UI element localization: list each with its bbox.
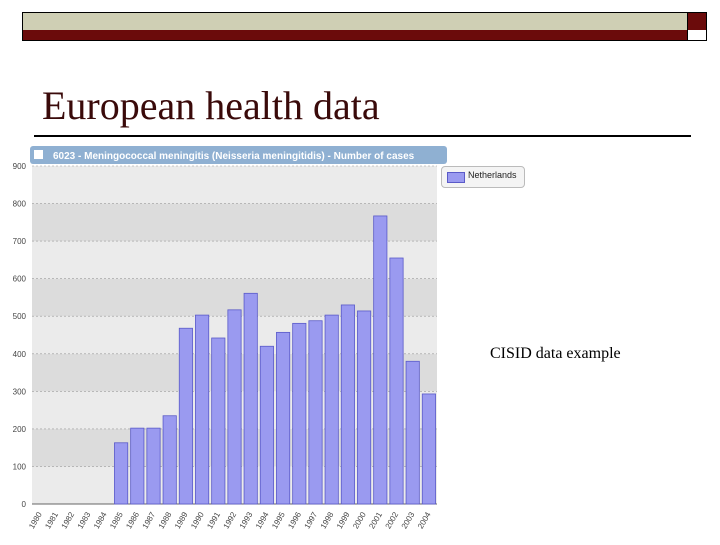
y-tick-label: 300 (13, 387, 27, 396)
x-tick-label: 1987 (141, 510, 158, 530)
x-tick-label: 2004 (416, 510, 433, 530)
bar[interactable] (357, 310, 372, 505)
x-tick-label: 2003 (400, 510, 417, 530)
chart-header-icon (34, 150, 43, 159)
bar[interactable] (227, 309, 242, 505)
y-tick-label: 0 (22, 500, 27, 509)
bar[interactable] (130, 427, 145, 505)
x-tick-label: 1989 (173, 510, 190, 530)
bar[interactable] (195, 314, 210, 505)
x-tick-label: 1998 (319, 510, 336, 530)
x-tick-label: 2002 (384, 510, 401, 530)
y-tick-label: 900 (13, 162, 27, 171)
y-tick-label: 600 (13, 275, 27, 284)
y-tick-label: 500 (13, 312, 27, 321)
x-tick-label: 1990 (189, 510, 206, 530)
x-tick-label: 1985 (108, 510, 125, 530)
bars (114, 215, 436, 505)
chart-header (30, 146, 447, 164)
x-tick-label: 1992 (222, 510, 239, 530)
chart-title: 6023 - Meningococcal meningitis (Neisser… (53, 151, 415, 162)
x-tick-label: 1999 (335, 510, 352, 530)
bar[interactable] (389, 257, 404, 505)
bar[interactable] (276, 331, 291, 505)
x-tick-label: 1981 (43, 510, 60, 530)
bar[interactable] (292, 322, 307, 505)
x-tick-label: 1983 (76, 510, 93, 530)
x-tick-label: 1995 (270, 510, 287, 530)
bar[interactable] (405, 360, 420, 505)
chart-band (32, 166, 437, 204)
bar[interactable] (324, 314, 339, 505)
slide-header-bar (22, 12, 688, 32)
chart-band (32, 241, 437, 279)
slide-caption: CISID data example (490, 345, 621, 362)
chart-band (32, 203, 437, 242)
bar[interactable] (178, 327, 193, 505)
x-tick-label: 1982 (60, 510, 77, 530)
x-tick-label: 1991 (205, 510, 222, 530)
legend[interactable]: Netherlands (441, 166, 525, 188)
bar[interactable] (308, 320, 323, 505)
x-tick-label: 1980 (27, 510, 44, 530)
y-tick-label: 800 (13, 200, 27, 209)
x-tick-label: 1997 (303, 510, 320, 530)
slide-title: European health data (42, 83, 380, 128)
y-tick-label: 200 (13, 425, 27, 434)
x-tick-label: 1994 (254, 510, 271, 530)
x-tick-label: 1988 (157, 510, 174, 530)
slide-header-accent (22, 30, 688, 41)
y-tick-label: 700 (13, 237, 27, 246)
x-tick-label: 2000 (351, 510, 368, 530)
title-divider (34, 135, 691, 137)
bar[interactable] (211, 337, 226, 505)
y-axis: 0 100 200 300 400 500 600 700 800 900 (13, 162, 437, 509)
slide-corner-box-top (687, 12, 707, 32)
bar[interactable] (162, 415, 177, 505)
bar[interactable] (243, 292, 258, 505)
chart: 6023 - Meningococcal meningitis (Neisser… (0, 146, 450, 540)
chart-svg: 6023 - Meningococcal meningitis (Neisser… (13, 146, 447, 530)
x-axis: 1980 1981 1982 1983 1984 1985 1986 1987 1988 1989… (27, 510, 433, 530)
x-tick-label: 1986 (124, 510, 141, 530)
slide-corner-box-bottom (687, 30, 707, 41)
bar[interactable] (146, 427, 161, 505)
legend-swatch (447, 172, 465, 183)
legend-label: Netherlands (468, 170, 517, 180)
bar[interactable] (259, 345, 274, 505)
bar[interactable] (373, 215, 388, 505)
bar[interactable] (340, 304, 355, 505)
x-tick-label: 2001 (367, 510, 384, 530)
x-tick-label: 1996 (286, 510, 303, 530)
y-tick-label: 100 (13, 462, 27, 471)
bar[interactable] (114, 442, 129, 505)
y-tick-label: 400 (13, 350, 27, 359)
x-tick-label: 1984 (92, 510, 109, 530)
x-tick-label: 1993 (238, 510, 255, 530)
bar[interactable] (421, 393, 436, 505)
